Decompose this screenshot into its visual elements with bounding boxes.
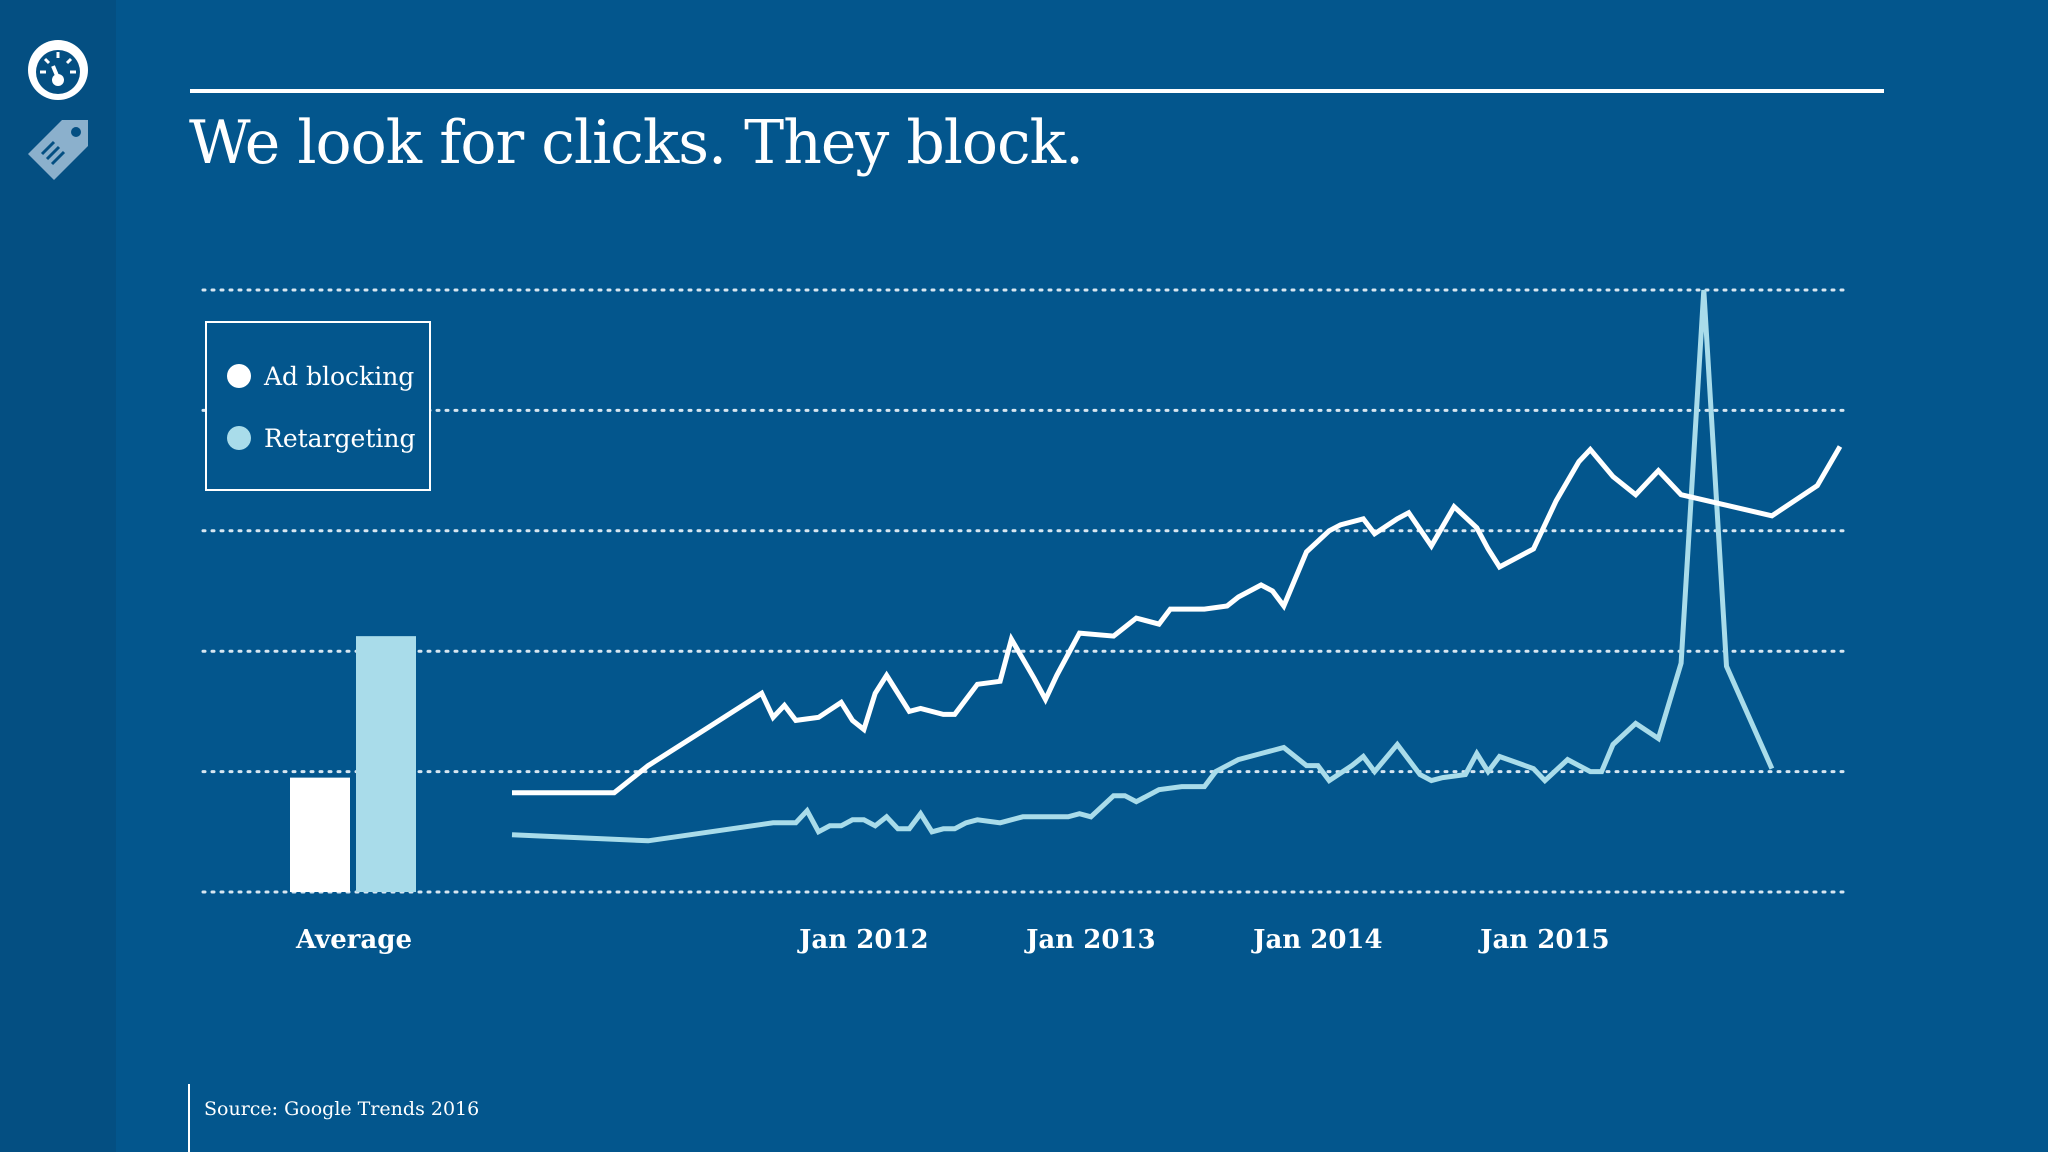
average-bar-retargeting	[356, 636, 416, 892]
slide-title: We look for clicks. They block.	[189, 108, 1084, 178]
legend-item-ad-blocking: Ad blocking	[227, 356, 414, 396]
x-tick-label-2015: Jan 2015	[1478, 925, 1609, 955]
x-tick-label-2013: Jan 2013	[1024, 925, 1155, 955]
side-rail	[0, 0, 116, 1152]
series-line-retargeting	[511, 289, 1775, 844]
axis-labels: Average Jan 2012 Jan 2013 Jan 2014 Jan 2015	[295, 925, 1610, 955]
legend-item-retargeting: Retargeting	[227, 418, 415, 458]
price-tag-icon[interactable]	[24, 116, 92, 184]
x-label-average: Average	[295, 925, 412, 955]
average-bars	[290, 636, 416, 892]
dashboard-gauge-icon[interactable]	[24, 36, 92, 104]
average-bar-ad-blocking	[290, 777, 350, 892]
series-line-ad-blocking	[512, 445, 1843, 796]
title-rule	[190, 89, 1884, 93]
retargeting-swatch	[227, 426, 251, 450]
chart-legend	[205, 321, 431, 491]
source-rule	[188, 1084, 190, 1152]
x-tick-label-2012: Jan 2012	[797, 925, 928, 955]
legend-label-retargeting: Retargeting	[264, 423, 416, 453]
source-note: Source: Google Trends 2016	[204, 1098, 480, 1120]
chart-gridlines	[201, 288, 1847, 894]
chart-lines	[511, 289, 1843, 844]
legend-label-ad-blocking: Ad blocking	[264, 361, 415, 391]
x-tick-label-2014: Jan 2014	[1251, 925, 1382, 955]
ad-blocking-swatch	[227, 364, 251, 388]
